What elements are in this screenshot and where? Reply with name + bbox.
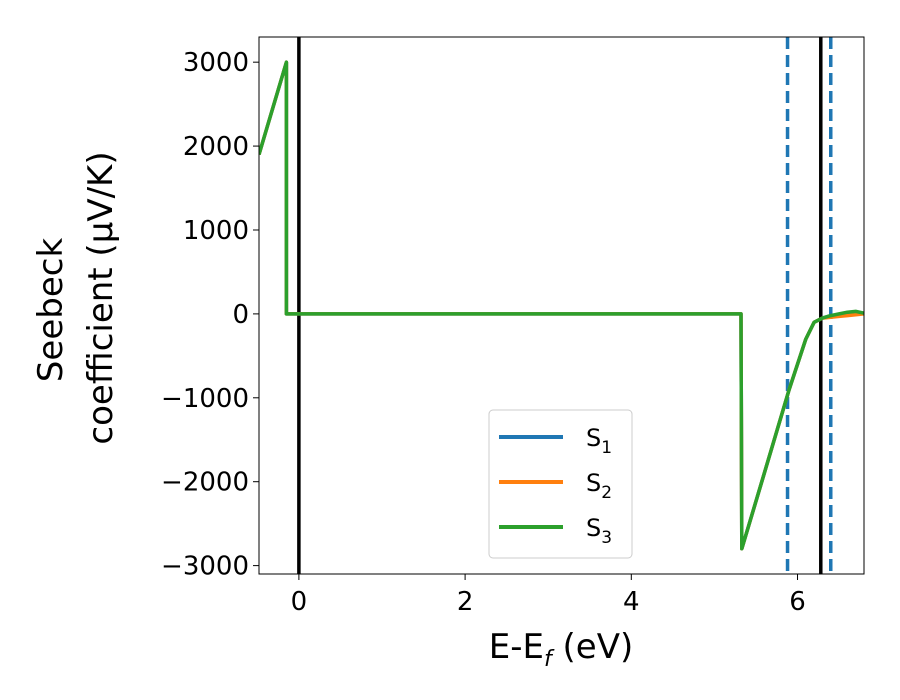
y-tick-label: 3000 bbox=[183, 48, 249, 78]
legend-label-s3: S3 bbox=[586, 514, 612, 548]
legend-items: S1 S2 S3 bbox=[499, 424, 612, 548]
x-tick-label: 4 bbox=[623, 587, 640, 617]
legend: S1 S2 S3 bbox=[488, 409, 633, 559]
x-tick-label: 2 bbox=[457, 587, 474, 617]
x-axis-label: E-Ef (eV) bbox=[489, 627, 634, 672]
y-tick-label: 1000 bbox=[183, 216, 249, 246]
y-tick-label: 0 bbox=[232, 300, 249, 330]
y-axis-label-line-1: Seebeck bbox=[31, 238, 71, 383]
x-axis-label-base: E-E bbox=[489, 627, 544, 667]
y-axis-ticks: 3000 2000 1000 0 −1000 −2000 −3000 bbox=[161, 48, 259, 582]
x-tick-label: 6 bbox=[789, 587, 806, 617]
y-tick-label: −3000 bbox=[161, 552, 249, 582]
y-tick-label: −2000 bbox=[161, 468, 249, 498]
series-lines bbox=[259, 60, 864, 551]
legend-label-s1: S1 bbox=[586, 424, 612, 458]
y-tick-label: 2000 bbox=[183, 132, 249, 162]
x-axis-ticks: 0 2 4 6 bbox=[291, 574, 806, 617]
x-tick-label: 0 bbox=[291, 587, 308, 617]
plot-frame bbox=[258, 36, 865, 575]
legend-label-s2: S2 bbox=[586, 469, 612, 503]
y-axis-label: Seebeck coefficient (μV/K) bbox=[31, 151, 121, 444]
y-axis-label-line-2: coefficient (μV/K) bbox=[81, 151, 121, 444]
x-axis-label-unit: (eV) bbox=[552, 627, 634, 667]
y-tick-label: −1000 bbox=[161, 384, 249, 414]
reference-lines bbox=[297, 37, 833, 574]
series-line-s3 bbox=[259, 60, 864, 551]
x-axis-label-subscript: f bbox=[544, 647, 555, 672]
